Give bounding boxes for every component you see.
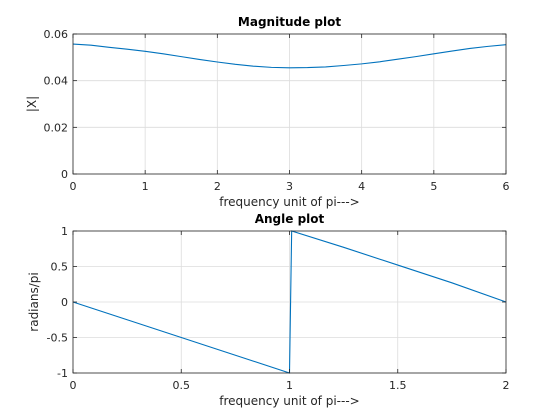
magnitude-y-axis-label: |X| bbox=[25, 96, 39, 112]
magnitude-x-tick-label: 3 bbox=[286, 180, 293, 193]
magnitude-title: Magnitude plot bbox=[238, 15, 341, 29]
magnitude-x-tick-label: 4 bbox=[358, 180, 365, 193]
magnitude-x-tick-label: 2 bbox=[214, 180, 221, 193]
angle-plot-panel: 0 0.5 1 1.5 2 -1 -0.5 0 0.5 1 Angle plot frequency … bbox=[27, 212, 510, 408]
angle-x-tick-label: 0.5 bbox=[173, 379, 191, 392]
angle-y-tick-label: 0 bbox=[61, 296, 68, 309]
magnitude-x-tick-label: 5 bbox=[430, 180, 437, 193]
angle-y-tick-label: -0.5 bbox=[47, 332, 68, 345]
angle-y-tick-label: 0.5 bbox=[51, 261, 69, 274]
angle-y-tick-label: 1 bbox=[61, 225, 68, 238]
angle-x-tick-label: 1 bbox=[286, 379, 293, 392]
angle-x-tick-label: 1.5 bbox=[389, 379, 407, 392]
magnitude-series-line bbox=[72, 43, 507, 69]
magnitude-y-tick-label: 0.06 bbox=[44, 28, 69, 41]
angle-series-line bbox=[72, 230, 507, 374]
magnitude-x-tick-label: 6 bbox=[503, 180, 510, 193]
magnitude-x-tick-label: 0 bbox=[70, 180, 77, 193]
angle-x-axis-label: frequency unit of pi---> bbox=[219, 394, 359, 408]
angle-title: Angle plot bbox=[255, 212, 325, 226]
magnitude-y-tick-label: 0 bbox=[61, 168, 68, 181]
magnitude-y-tick-label: 0.02 bbox=[44, 121, 69, 134]
magnitude-plot-panel: 0 1 2 3 4 5 6 0 0.02 0.04 0.06 Magnitude plot freque… bbox=[25, 15, 510, 209]
magnitude-x-axis-label: frequency unit of pi---> bbox=[219, 195, 359, 209]
angle-y-axis-label: radians/pi bbox=[27, 272, 41, 331]
angle-y-tick-label: -1 bbox=[57, 367, 68, 380]
angle-x-tick-label: 0 bbox=[70, 379, 77, 392]
magnitude-y-tick-label: 0.04 bbox=[44, 75, 69, 88]
magnitude-x-tick-label: 1 bbox=[142, 180, 149, 193]
angle-x-tick-label: 2 bbox=[503, 379, 510, 392]
